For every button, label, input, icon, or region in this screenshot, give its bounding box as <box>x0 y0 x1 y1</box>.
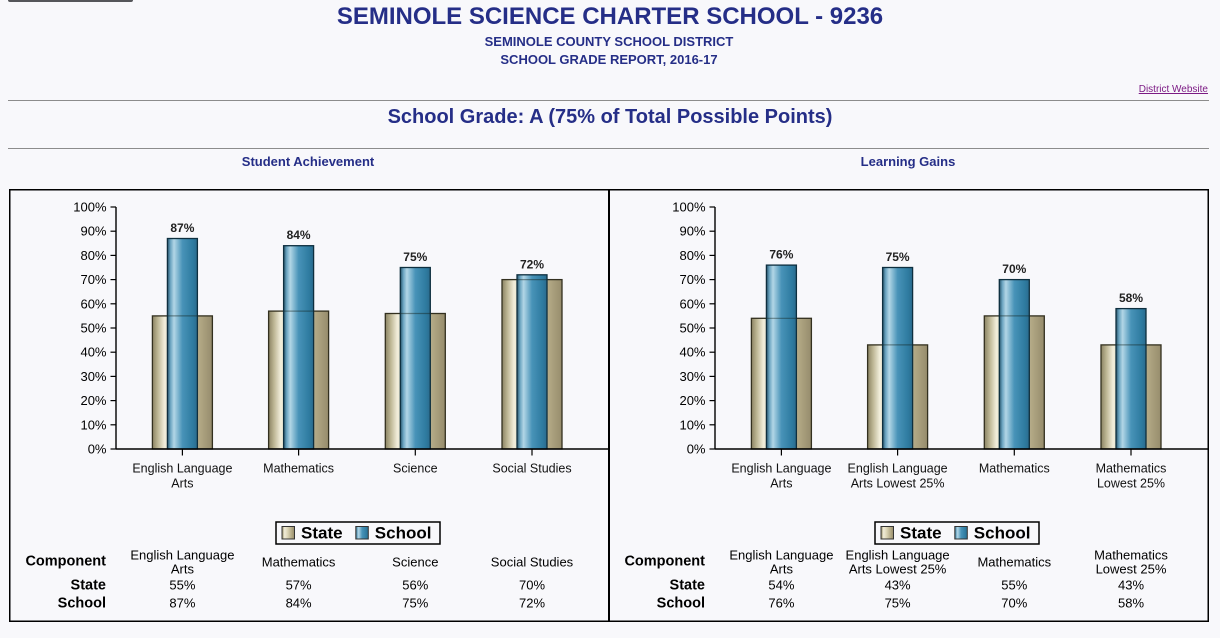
svg-text:72%: 72% <box>519 257 543 271</box>
svg-text:Arts: Arts <box>171 477 193 491</box>
svg-text:60%: 60% <box>679 296 705 311</box>
svg-text:75%: 75% <box>885 250 909 264</box>
svg-text:State: State <box>669 578 704 594</box>
svg-text:School: School <box>973 524 1030 543</box>
svg-text:76%: 76% <box>768 596 794 611</box>
svg-text:57%: 57% <box>285 578 311 593</box>
svg-text:76%: 76% <box>769 248 793 262</box>
svg-text:English Language: English Language <box>132 462 232 476</box>
svg-text:English Language: English Language <box>731 462 831 476</box>
svg-text:Mathematics: Mathematics <box>261 555 335 570</box>
svg-text:90%: 90% <box>679 224 705 239</box>
svg-text:50%: 50% <box>679 321 705 336</box>
svg-text:English Language: English Language <box>729 548 833 563</box>
svg-text:70%: 70% <box>80 272 106 287</box>
svg-text:54%: 54% <box>768 578 794 593</box>
svg-text:Social Studies: Social Studies <box>492 462 571 476</box>
svg-text:Mathematics: Mathematics <box>263 462 334 476</box>
svg-text:Arts Lowest 25%: Arts Lowest 25% <box>850 477 944 491</box>
svg-text:58%: 58% <box>1117 596 1143 611</box>
svg-text:Component: Component <box>624 554 705 570</box>
svg-text:72%: 72% <box>518 596 544 611</box>
svg-text:43%: 43% <box>884 578 910 593</box>
svg-text:100%: 100% <box>73 200 107 215</box>
svg-text:Mathematics: Mathematics <box>1094 548 1168 563</box>
svg-text:43%: 43% <box>1117 578 1143 593</box>
svg-text:Lowest 25%: Lowest 25% <box>1096 477 1164 491</box>
svg-text:40%: 40% <box>80 345 106 360</box>
svg-text:90%: 90% <box>80 224 106 239</box>
svg-text:Lowest 25%: Lowest 25% <box>1095 562 1166 577</box>
svg-text:Mathematics: Mathematics <box>978 462 1049 476</box>
svg-text:State: State <box>900 524 942 543</box>
svg-text:20%: 20% <box>80 393 106 408</box>
svg-text:80%: 80% <box>80 248 106 263</box>
svg-text:0%: 0% <box>87 442 106 457</box>
svg-text:80%: 80% <box>679 248 705 263</box>
svg-text:Component: Component <box>25 554 106 570</box>
svg-text:Science: Science <box>392 555 438 570</box>
svg-text:50%: 50% <box>80 321 106 336</box>
svg-text:70%: 70% <box>679 272 705 287</box>
svg-text:State: State <box>301 524 343 543</box>
svg-text:20%: 20% <box>679 393 705 408</box>
svg-text:10%: 10% <box>679 417 705 432</box>
svg-text:40%: 40% <box>679 345 705 360</box>
svg-text:60%: 60% <box>80 296 106 311</box>
svg-text:84%: 84% <box>286 228 310 242</box>
svg-text:Arts: Arts <box>170 562 194 577</box>
svg-text:0%: 0% <box>686 442 705 457</box>
svg-text:70%: 70% <box>1001 596 1027 611</box>
svg-text:30%: 30% <box>80 369 106 384</box>
svg-text:School: School <box>374 524 431 543</box>
svg-text:84%: 84% <box>285 596 311 611</box>
svg-text:58%: 58% <box>1118 291 1142 305</box>
svg-text:100%: 100% <box>672 200 706 215</box>
svg-text:55%: 55% <box>1001 578 1027 593</box>
svg-text:30%: 30% <box>679 369 705 384</box>
svg-text:75%: 75% <box>402 596 428 611</box>
svg-text:English Language: English Language <box>845 548 949 563</box>
svg-text:87%: 87% <box>170 221 194 235</box>
svg-text:Science: Science <box>393 462 438 476</box>
svg-text:87%: 87% <box>169 596 195 611</box>
svg-text:School: School <box>57 596 105 612</box>
svg-text:School: School <box>656 596 704 612</box>
svg-text:75%: 75% <box>884 596 910 611</box>
svg-text:Social Studies: Social Studies <box>490 555 573 570</box>
svg-text:Arts Lowest 25%: Arts Lowest 25% <box>848 562 946 577</box>
svg-text:75%: 75% <box>403 250 427 264</box>
svg-text:Arts: Arts <box>769 562 793 577</box>
svg-text:State: State <box>70 578 105 594</box>
svg-text:Mathematics: Mathematics <box>1095 462 1166 476</box>
svg-text:Arts: Arts <box>770 477 792 491</box>
svg-text:English Language: English Language <box>130 548 234 563</box>
svg-text:10%: 10% <box>80 417 106 432</box>
svg-text:70%: 70% <box>518 578 544 593</box>
svg-text:70%: 70% <box>1002 262 1026 276</box>
svg-text:English Language: English Language <box>847 462 947 476</box>
svg-text:Mathematics: Mathematics <box>977 555 1051 570</box>
svg-text:55%: 55% <box>169 578 195 593</box>
svg-text:56%: 56% <box>402 578 428 593</box>
